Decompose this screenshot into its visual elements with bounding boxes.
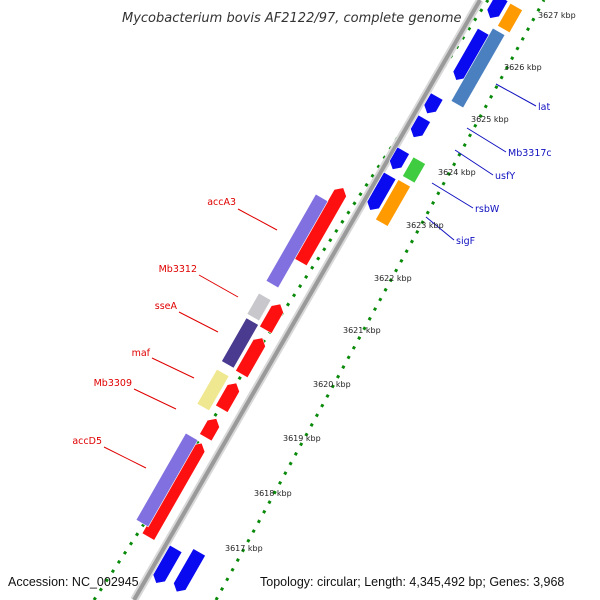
gene-label-Mb3312: Mb3312: [159, 264, 197, 275]
gene-label-Mb3317c: Mb3317c: [508, 148, 552, 159]
sequence-backbone: [130, 0, 484, 600]
leader-accA3: [237, 208, 278, 231]
scale-tick-label: 3627 kbp: [538, 11, 576, 20]
map-title: Mycobacterium bovis AF2122/97, complete …: [122, 11, 461, 26]
leader-rsbW: [431, 182, 474, 209]
scale-tick-label: 3620 kbp: [313, 380, 351, 389]
gene-blue-bot-1: [152, 544, 183, 584]
topology-text: Topology: circular; Length: 4,345,492 bp…: [260, 575, 564, 589]
scale-tick-label: 3617 kbp: [225, 544, 263, 553]
leader-sseA: [178, 311, 219, 333]
leader-Mb3312: [198, 274, 239, 298]
leader-Mb3317c: [466, 127, 507, 153]
gene-red-small: [199, 418, 220, 442]
backbone-line: [132, 0, 482, 600]
gene-usfY-orange: [497, 2, 523, 34]
gene-blue-4: [389, 146, 410, 170]
gene-blue-5: [366, 171, 397, 211]
gene-rsbW-green: [402, 156, 426, 184]
gene-Mb3312: [246, 292, 272, 322]
leader-sigF: [425, 216, 455, 241]
scale-tick-labels: 3617 kbp 3618 kbp 3619 kbp 3620 kbp 3621…: [225, 11, 576, 553]
scale-tick-label: 3625 kbp: [471, 115, 509, 124]
gene-blue-2: [423, 92, 444, 115]
gene-label-sseA: sseA: [155, 301, 178, 312]
accession-text: Accession: NC_002945: [8, 575, 139, 589]
scale-tick-label: 3621 kbp: [343, 326, 381, 335]
gene-blue-1: [452, 27, 491, 81]
leader-maf: [151, 357, 195, 379]
scale-tick-label: 3626 kbp: [504, 63, 542, 72]
gene-accA3: [265, 193, 329, 289]
scale-tick-label: 3622 kbp: [374, 274, 412, 283]
label-leader-lines: [103, 83, 537, 469]
leader-lat: [495, 83, 537, 107]
gene-Mb3309: [196, 368, 230, 412]
gene-lat: [450, 27, 506, 109]
gene-sseA: [221, 317, 259, 369]
gene-label-sigF: sigF: [456, 236, 475, 247]
gene-label-accD5: accD5: [72, 436, 102, 447]
gene-label-Mb3309: Mb3309: [94, 378, 132, 389]
gene-sseA-red: [259, 303, 284, 334]
gene-blue-3: [410, 114, 431, 138]
leader-Mb3309: [133, 388, 177, 410]
gene-Mb3309-red: [215, 382, 240, 413]
gene-blue-top: [486, 0, 509, 19]
tick-dot-line-outer: [214, 0, 546, 600]
gene-label-maf: maf: [132, 348, 151, 359]
gene-labels: accA3 Mb3312 sseA maf Mb3309 accD5 lat M…: [72, 102, 551, 447]
gene-label-lat: lat: [538, 102, 550, 113]
gene-sigF-orange: [375, 179, 411, 227]
scale-tick-label: 3623 kbp: [406, 221, 444, 230]
gene-maf-red: [235, 337, 266, 379]
gene-label-usfY: usfY: [495, 171, 515, 182]
gene-accD5: [135, 432, 199, 528]
scale-tick-label: 3624 kbp: [438, 168, 476, 177]
leader-usfY: [454, 149, 494, 176]
gene-label-accA3: accA3: [207, 197, 236, 208]
scale-tick-label: 3619 kbp: [283, 434, 321, 443]
gene-blue-bot-2: [173, 548, 206, 593]
tick-dot-lines: [92, 0, 546, 600]
gene-features: [135, 0, 523, 593]
scale-tick-label: 3618 kbp: [254, 489, 292, 498]
gene-label-rsbW: rsbW: [475, 204, 500, 215]
leader-accD5: [103, 446, 147, 469]
